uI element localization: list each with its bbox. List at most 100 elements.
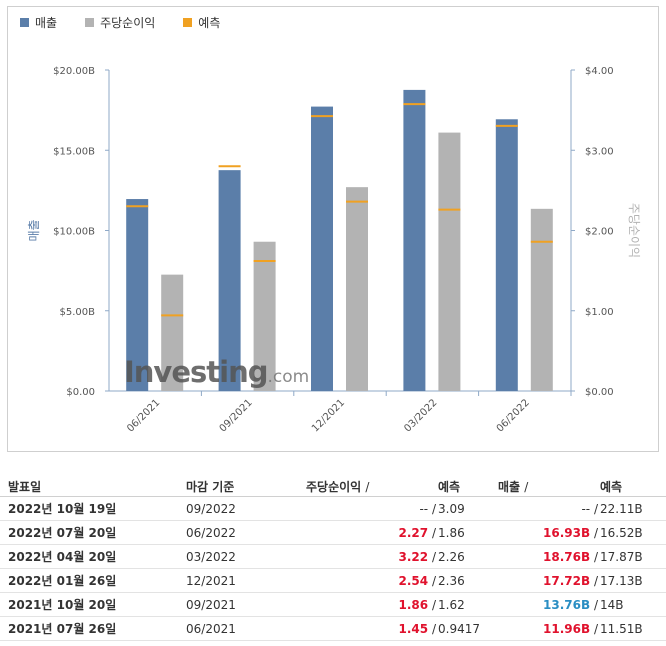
cell-revenue-separator: / (593, 549, 598, 564)
cell-eps-forecast: 2.26 (436, 544, 498, 569)
legend-item-forecast[interactable]: 예측 (183, 14, 220, 31)
cell-date: 2022년 10월 19일 (0, 496, 186, 521)
cell-revenue-forecast: 17.13B (598, 568, 666, 593)
cell-revenue-value: 11.96B (543, 621, 591, 636)
cell-eps-forecast: 0.9417 (436, 616, 498, 641)
cell-revenue-value: -- (581, 501, 591, 516)
legend-label-revenue: 매출 (35, 15, 58, 30)
legend-label-eps: 주당순이익 (100, 15, 156, 30)
table-row: 2021년 10월 20일 09/2021 1.86 /1.62 13.76B /14… (0, 592, 666, 617)
cell-period: 09/2022 (186, 496, 306, 521)
cell-revenue-forecast: 14B (598, 592, 666, 617)
right-tick-label: $1.00 (585, 307, 614, 318)
revenue-bar (403, 89, 426, 391)
cell-date: 2021년 10월 20일 (0, 592, 186, 617)
eps-bar (253, 241, 276, 391)
table-row: 2021년 07월 26일 06/2021 1.45 /0.9417 11.96B /… (0, 616, 666, 641)
legend-label-forecast: 예측 (198, 15, 221, 30)
cell-eps-value: 3.22 (398, 549, 429, 564)
cell-revenue: 18.76B / (498, 544, 598, 569)
cell-revenue: 11.96B / (498, 616, 598, 641)
cell-revenue-forecast: 16.52B (598, 520, 666, 545)
x-tick-label: 06/2021 (125, 397, 162, 434)
legend-item-revenue[interactable]: 매출 (20, 14, 57, 31)
revenue-bar (311, 106, 333, 392)
cell-revenue-value: 18.76B (543, 549, 591, 564)
cell-period: 12/2021 (186, 568, 306, 593)
eps-bar (346, 187, 368, 391)
left-tick-label: $5.00B (60, 307, 96, 318)
legend-item-eps[interactable]: 주당순이익 (85, 14, 155, 31)
cell-period: 06/2021 (186, 616, 306, 641)
table-row: 2022년 10월 19일 09/2022 -- /3.09 -- /22.11B (0, 496, 666, 521)
x-tick-label: 06/2022 (495, 397, 532, 434)
cell-eps-value: 1.86 (398, 597, 429, 612)
right-tick-label: $0.00 (585, 387, 614, 398)
right-tick-label: $2.00 (585, 227, 614, 238)
cell-period: 09/2021 (186, 592, 306, 617)
revenue-bar (495, 119, 518, 391)
header-date[interactable]: 발표일 (0, 476, 186, 497)
cell-revenue-forecast: 22.11B (598, 496, 666, 521)
cell-date: 2022년 01월 26일 (0, 568, 186, 593)
cell-eps-separator: / (431, 621, 436, 636)
cell-eps: 2.27 / (306, 520, 436, 545)
table-row: 2022년 07월 20일 06/2022 2.27 /1.86 16.93B /16… (0, 520, 666, 545)
header-eps-forecast[interactable]: 예측 (436, 476, 498, 497)
header-revenue[interactable]: 매출 / (498, 476, 598, 497)
left-axis-title: 매출 (27, 219, 41, 241)
legend-swatch-revenue (20, 17, 29, 27)
cell-date: 2022년 04월 20일 (0, 544, 186, 569)
cell-eps-separator: / (431, 573, 436, 588)
cell-period: 03/2022 (186, 544, 306, 569)
cell-revenue-forecast: 11.51B (598, 616, 666, 641)
cell-date: 2021년 07월 26일 (0, 616, 186, 641)
cell-eps-forecast: 1.86 (436, 520, 498, 545)
cell-revenue-value: 16.93B (543, 525, 591, 540)
cell-eps-value: 2.54 (398, 573, 429, 588)
legend-swatch-forecast (183, 17, 193, 27)
header-eps-label: 주당순이익 (306, 479, 362, 494)
table-row: 2022년 04월 20일 03/2022 3.22 /2.26 18.76B /17… (0, 544, 666, 569)
eps-bar (530, 208, 553, 391)
left-tick-label: $0.00 (66, 387, 95, 398)
cell-revenue-separator: / (593, 501, 598, 516)
cell-revenue: 17.72B / (498, 568, 598, 593)
header-revenue-label: 매출 (498, 479, 521, 494)
header-eps[interactable]: 주당순이익 / (306, 476, 436, 497)
cell-revenue-forecast: 17.87B (598, 544, 666, 569)
investing-watermark: Investing.com (124, 353, 309, 393)
cell-eps-separator: / (431, 525, 436, 540)
x-tick-label: 03/2022 (402, 397, 439, 434)
cell-revenue-separator: / (593, 597, 598, 612)
cell-revenue: -- / (498, 496, 598, 521)
eps-bar (438, 132, 461, 391)
eps-bar (161, 274, 184, 391)
cell-eps-separator: / (431, 501, 436, 516)
cell-revenue-separator: / (593, 621, 598, 636)
cell-eps: 2.54 / (306, 568, 436, 593)
cell-revenue: 13.76B / (498, 592, 598, 617)
cell-revenue-separator: / (593, 525, 598, 540)
watermark-logo: Investing.com (124, 355, 310, 389)
cell-eps: 3.22 / (306, 544, 436, 569)
x-tick-label: 09/2021 (218, 397, 255, 434)
revenue-bar (218, 170, 241, 391)
cell-date: 2022년 07월 20일 (0, 520, 186, 545)
x-tick-label: 12/2021 (310, 397, 347, 434)
cell-eps-forecast: 3.09 (436, 496, 498, 521)
table-header-row: 발표일 마감 기준 주당순이익 / 예측 매출 / 예측 (0, 476, 666, 497)
left-tick-label: $20.00B (53, 66, 95, 77)
cell-eps: -- / (306, 496, 436, 521)
cell-eps-forecast: 2.36 (436, 568, 498, 593)
cell-revenue-separator: / (593, 573, 598, 588)
right-axis-title: 주당순이익 (627, 203, 641, 258)
cell-eps: 1.45 / (306, 616, 436, 641)
cell-eps-separator: / (431, 597, 436, 612)
left-tick-label: $10.00B (53, 227, 95, 238)
header-revenue-forecast[interactable]: 예측 (598, 476, 666, 497)
right-tick-label: $3.00 (585, 146, 614, 157)
cell-eps-value: 1.45 (398, 621, 429, 636)
header-period[interactable]: 마감 기준 (186, 476, 306, 497)
table-body: 2022년 10월 19일 09/2022 -- /3.09 -- /22.11B 20… (0, 496, 666, 641)
